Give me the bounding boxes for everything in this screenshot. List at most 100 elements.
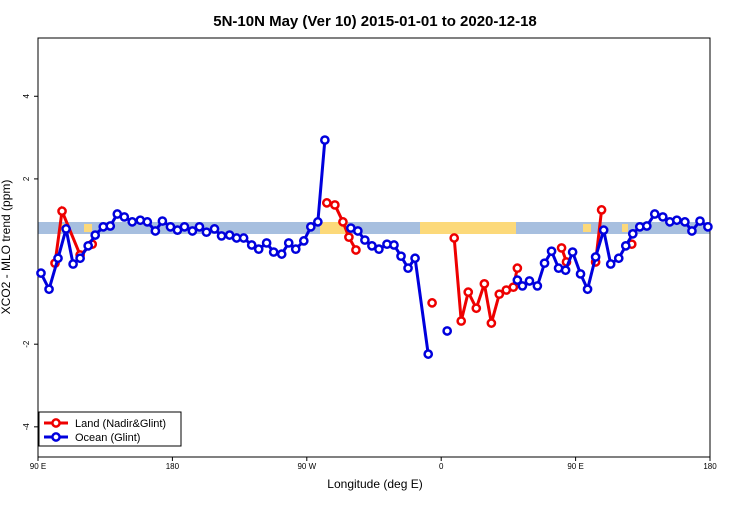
data-point	[44, 284, 54, 295]
data-point	[283, 238, 294, 248]
data-point	[560, 265, 571, 276]
data-point	[442, 326, 453, 336]
data-point	[605, 259, 616, 269]
data-point	[290, 244, 301, 255]
data-point	[313, 217, 323, 227]
data-point	[374, 244, 384, 255]
data-point	[201, 227, 212, 238]
data-point	[90, 230, 101, 240]
land-strip	[622, 224, 628, 232]
data-point	[61, 224, 71, 234]
y-tick-label: -2	[22, 340, 31, 348]
data-point	[119, 212, 130, 222]
data-point	[187, 226, 198, 236]
data-point	[53, 253, 63, 264]
data-point	[512, 275, 523, 285]
data-point	[142, 217, 153, 227]
data-point	[261, 238, 272, 248]
data-point	[524, 276, 535, 286]
data-point	[695, 216, 705, 226]
legend-label: Land (Nadir&Glint)	[75, 418, 166, 430]
x-tick-label: 180	[703, 462, 717, 471]
y-axis-label: XCO2 - MLO trend (ppm)	[0, 180, 13, 315]
data-point	[512, 263, 523, 274]
x-axis-label: Longitude (deg E)	[327, 477, 422, 491]
y-tick-label: 4	[22, 93, 31, 98]
data-point	[298, 236, 309, 246]
data-point	[268, 247, 279, 257]
x-tick-label: 0	[439, 462, 444, 471]
data-point	[276, 249, 287, 259]
data-point	[582, 284, 593, 295]
data-point	[157, 216, 168, 226]
data-point	[479, 279, 490, 289]
data-point	[671, 215, 682, 226]
data-point	[83, 240, 94, 251]
y-tick-label: 2	[22, 176, 31, 181]
data-point	[305, 221, 316, 232]
chart-title: 5N-10N May (Ver 10) 2015-01-01 to 2020-1…	[213, 13, 537, 30]
data-point	[389, 240, 399, 250]
data-point	[330, 200, 340, 210]
data-point	[517, 281, 528, 291]
data-point	[596, 205, 607, 215]
data-point	[598, 225, 609, 235]
data-point	[649, 209, 660, 219]
data-point	[556, 243, 567, 253]
data-point	[238, 233, 249, 243]
data-point	[396, 251, 406, 262]
legend-marker	[51, 418, 61, 428]
legend	[38, 411, 182, 447]
data-point	[179, 221, 190, 232]
data-point	[353, 226, 363, 236]
data-point	[532, 281, 543, 291]
data-point	[546, 246, 557, 257]
legend-marker	[51, 432, 61, 442]
data-point	[351, 245, 361, 255]
x-tick-label: 90 W	[297, 462, 316, 471]
data-point	[456, 316, 467, 326]
land-strip	[84, 224, 92, 232]
data-point	[657, 212, 668, 222]
data-point	[590, 252, 601, 262]
data-point	[539, 258, 550, 269]
data-point	[68, 259, 78, 269]
data-point	[620, 240, 631, 251]
data-point	[471, 303, 482, 314]
data-point	[410, 253, 420, 264]
data-point	[463, 287, 474, 297]
data-point	[253, 244, 264, 255]
series-line	[39, 139, 327, 294]
data-point	[209, 224, 220, 234]
data-point	[105, 221, 116, 231]
x-tick-label: 180	[166, 462, 180, 471]
y-tick-label: -4	[22, 423, 31, 431]
x-tick-label: 90 E	[567, 462, 583, 471]
data-point	[321, 198, 332, 208]
data-point	[403, 263, 413, 274]
data-point	[246, 240, 257, 250]
data-point	[36, 268, 46, 278]
data-point	[494, 289, 505, 300]
data-point	[344, 232, 354, 243]
data-point	[575, 269, 586, 279]
data-point	[423, 349, 434, 359]
data-point	[627, 229, 638, 239]
data-point	[216, 231, 227, 241]
data-point	[703, 221, 713, 232]
data-point	[567, 247, 578, 257]
data-point	[508, 282, 519, 293]
data-point	[360, 235, 370, 245]
data-point	[338, 217, 348, 227]
land-strip	[583, 224, 591, 232]
data-point	[150, 226, 161, 236]
legend-label: Ocean (Glint)	[75, 432, 140, 444]
data-point	[57, 206, 67, 216]
data-point	[194, 221, 205, 232]
x-tick-label: 90 E	[30, 462, 46, 471]
data-point	[687, 226, 697, 236]
data-point	[449, 233, 460, 243]
data-point	[680, 217, 690, 227]
data-point	[613, 253, 624, 264]
